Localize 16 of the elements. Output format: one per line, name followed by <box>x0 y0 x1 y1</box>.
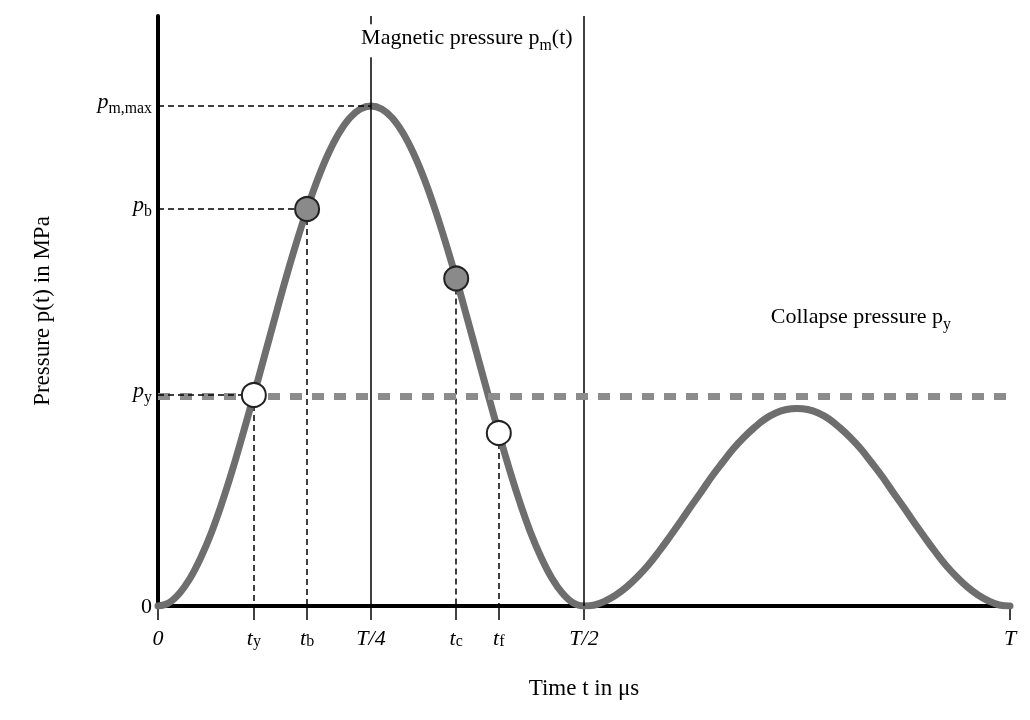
x-axis-title: Time t in μs <box>528 675 640 700</box>
text: 0 <box>141 593 152 619</box>
ref-line-label: Collapse pressure p$_{y}$ <box>764 303 957 337</box>
annotation: p$_{m,max}$ <box>97 87 152 119</box>
x-tick-label: ty <box>246 624 261 650</box>
text: Magnetic pressure p$_{m}$(t) <box>355 24 579 58</box>
annotation: p$_{y}$ <box>133 376 152 408</box>
x-tick-label: tb <box>300 624 315 650</box>
x-tick-label: T/2 <box>569 624 599 650</box>
y-axis-title: Pressure p(t) in MPa <box>29 216 54 406</box>
x-tick-label: T/4 <box>356 624 386 650</box>
x-tick-label: T <box>1003 624 1018 650</box>
annotation: p$_{b}$ <box>133 190 152 222</box>
x-tick-label: 0 <box>152 624 164 650</box>
x-tick-label: tc <box>449 624 463 650</box>
x-tick-label: tf <box>493 624 506 650</box>
